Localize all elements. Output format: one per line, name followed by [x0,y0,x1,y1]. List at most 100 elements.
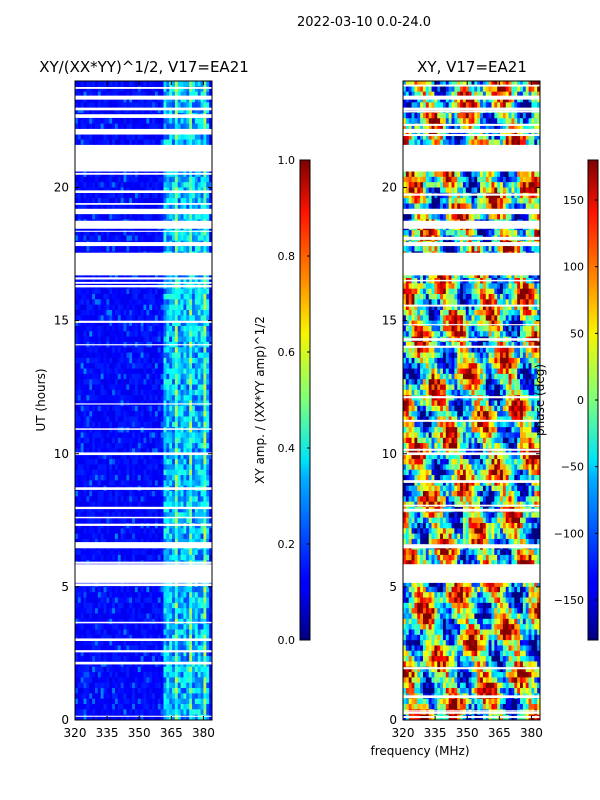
amplitude-cell [197,592,201,598]
amplitude-cell [166,278,170,284]
amplitude-cell [189,538,193,545]
amplitude-cell [186,320,190,327]
amplitude-cell [197,176,201,183]
amplitude-cell [92,107,96,114]
amplitude-cell [80,123,84,130]
amplitude-cell [177,618,181,625]
amplitude-cell [174,405,179,412]
amplitude-cell [177,384,181,391]
amplitude-cell [106,336,110,343]
amplitude-cell [143,379,147,385]
amplitude-cell [86,459,90,465]
amplitude-cell [83,602,87,609]
amplitude-cell [94,304,99,311]
amplitude-cell [163,347,167,353]
amplitude-cell [92,469,96,476]
amplitude-cell [160,182,164,188]
amplitude-cell [100,395,104,401]
amplitude-cell [112,182,116,188]
amplitude-cell [194,230,199,236]
amplitude-cell [103,373,107,380]
amplitude-cell [194,443,199,449]
amplitude-cell [169,538,173,545]
amplitude-cell [97,405,102,412]
amplitude-cell [206,533,210,540]
amplitude-cell [140,320,144,327]
amplitude-cell [83,278,87,284]
amplitude-cell [146,528,150,535]
amplitude-cell [109,96,113,103]
amplitude-cell [197,480,201,487]
amplitude-cell [209,288,212,295]
amplitude-cell [109,507,113,513]
amplitude-cell [197,416,201,423]
amplitude-cell [103,315,107,322]
amplitude-cell [149,538,153,545]
amplitude-cell [160,421,164,428]
amplitude-cell [92,320,96,327]
amplitude-cell [194,549,199,556]
amplitude-cell [114,379,119,385]
amplitude-cell [114,96,119,103]
amplitude-cell [83,613,87,620]
amplitude-cell [186,608,190,614]
amplitude-cell [169,187,173,194]
amplitude-cell [163,336,167,343]
amplitude-cell [86,554,90,561]
amplitude-cell [166,379,170,385]
amplitude-cell [200,496,204,503]
amplitude-cell [157,363,162,369]
amplitude-cell [197,325,201,332]
amplitude-cell [152,597,156,604]
amplitude-cell [206,421,210,428]
amplitude-cell [117,432,122,439]
amplitude-cell [163,395,167,401]
amplitude-cell [109,336,113,343]
amplitude-cell [77,182,82,188]
amplitude-cell [157,198,162,204]
amplitude-cell [157,400,162,407]
amplitude-cell [126,102,130,109]
amplitude-cell [189,469,193,476]
amplitude-cell [106,315,110,322]
amplitude-cell [80,91,84,98]
amplitude-cell [174,437,179,444]
amplitude-cell [80,352,84,359]
amplitude-cell [94,512,99,519]
amplitude-cell [200,315,204,322]
amplitude-cell [160,618,164,625]
amplitude-cell [192,102,196,109]
amplitude-cell [206,278,210,284]
amplitude-cell [149,507,153,513]
amplitude-cell [143,315,147,322]
amplitude-cell [152,363,156,369]
amplitude-cell [194,139,199,146]
amplitude-cell [140,608,144,614]
amplitude-cell [75,373,79,380]
amplitude-cell [180,96,184,103]
amplitude-cell [132,102,136,109]
amplitude-cell [132,203,136,210]
amplitude-cell [75,389,79,396]
amplitude-cell [189,272,193,279]
amplitude-cell [134,198,139,204]
amplitude-cell [186,453,190,460]
amplitude-cell [100,507,104,513]
amplitude-cell [83,315,87,322]
amplitude-cell [200,613,204,620]
amplitude-cell [183,400,187,407]
amplitude-cell [152,437,156,444]
amplitude-cell [197,187,201,194]
amplitude-cell [134,373,139,380]
amplitude-cell [114,512,119,519]
amplitude-cell [92,517,96,524]
amplitude-cell [194,464,199,471]
amplitude-cell [209,91,212,98]
amplitude-cell [194,368,199,375]
amplitude-cell [75,443,79,449]
amplitude-cell [97,288,102,295]
amplitude-cell [154,384,159,391]
amplitude-cell [117,496,122,503]
amplitude-cell [123,139,127,146]
amplitude-cell [140,586,144,593]
